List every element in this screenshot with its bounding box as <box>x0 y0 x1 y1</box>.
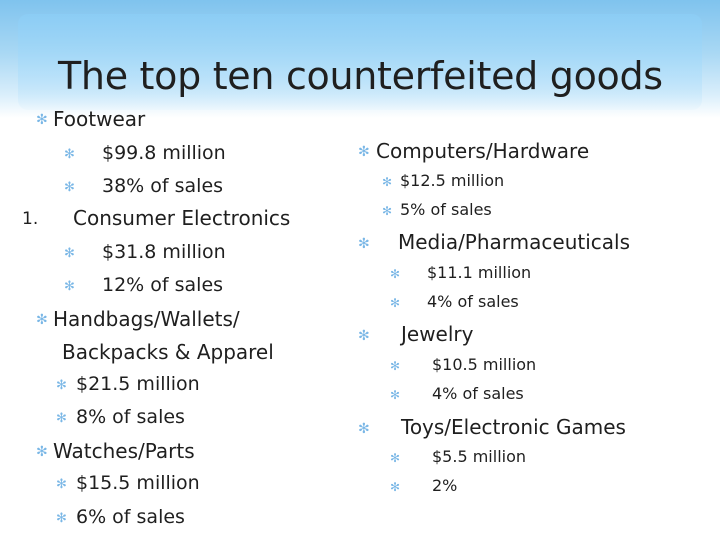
toys-label: Toys/Electronic Games <box>401 415 626 439</box>
jewelry-value: $10.5 million <box>432 355 537 374</box>
electronics-label: Consumer Electronics <box>73 206 291 230</box>
electronics-share: 12% of sales <box>102 274 224 296</box>
computers-share: 5% of sales <box>400 200 492 219</box>
jewelry-label: Jewelry <box>401 322 474 346</box>
slide-title: The top ten counterfeited goods <box>58 54 663 98</box>
bullet-icon: ✻ <box>64 180 75 195</box>
bullet-icon: ✻ <box>36 444 48 460</box>
list-number: 1. <box>22 209 39 229</box>
bullet-icon: ✻ <box>390 267 401 281</box>
bullet-icon: ✻ <box>358 328 370 344</box>
bullet-icon: ✻ <box>382 175 393 189</box>
handbags-share: 8% of sales <box>76 406 185 428</box>
electronics-value: $31.8 million <box>102 241 226 263</box>
jewelry-share: 4% of sales <box>432 384 524 403</box>
bullet-icon: ✻ <box>56 477 67 492</box>
bullet-icon: ✻ <box>56 511 67 526</box>
bullet-icon: ✻ <box>36 312 48 328</box>
bullet-icon: ✻ <box>64 246 75 261</box>
computers-value: $12.5 million <box>400 171 505 190</box>
header-panel <box>18 14 702 110</box>
bullet-icon: ✻ <box>358 421 370 437</box>
media-share: 4% of sales <box>427 292 519 311</box>
bullet-icon: ✻ <box>382 204 393 218</box>
media-value: $11.1 million <box>427 263 532 282</box>
bullet-icon: ✻ <box>36 112 48 128</box>
bullet-icon: ✻ <box>56 378 67 393</box>
watches-label: Watches/Parts <box>53 439 195 463</box>
watches-share: 6% of sales <box>76 506 185 528</box>
toys-share: 2% <box>432 476 458 495</box>
media-label: Media/Pharmaceuticals <box>398 230 631 254</box>
footwear-label: Footwear <box>53 107 146 131</box>
bullet-icon: ✻ <box>390 296 401 310</box>
watches-value: $15.5 million <box>76 472 200 494</box>
bullet-icon: ✻ <box>358 144 370 160</box>
footwear-value: $99.8 million <box>102 142 226 164</box>
bullet-icon: ✻ <box>390 480 401 494</box>
computers-label: Computers/Hardware <box>376 139 590 163</box>
toys-value: $5.5 million <box>432 447 527 466</box>
bullet-icon: ✻ <box>390 359 401 373</box>
handbags-value: $21.5 million <box>76 373 200 395</box>
bullet-icon: ✻ <box>64 147 75 162</box>
bullet-icon: ✻ <box>358 236 370 252</box>
bullet-icon: ✻ <box>56 411 67 426</box>
handbags-label-line1: Handbags/Wallets/ <box>53 307 240 331</box>
handbags-label-line2: Backpacks & Apparel <box>62 340 274 364</box>
footwear-share: 38% of sales <box>102 175 224 197</box>
bullet-icon: ✻ <box>390 388 401 402</box>
bullet-icon: ✻ <box>390 451 401 465</box>
bullet-icon: ✻ <box>64 279 75 294</box>
